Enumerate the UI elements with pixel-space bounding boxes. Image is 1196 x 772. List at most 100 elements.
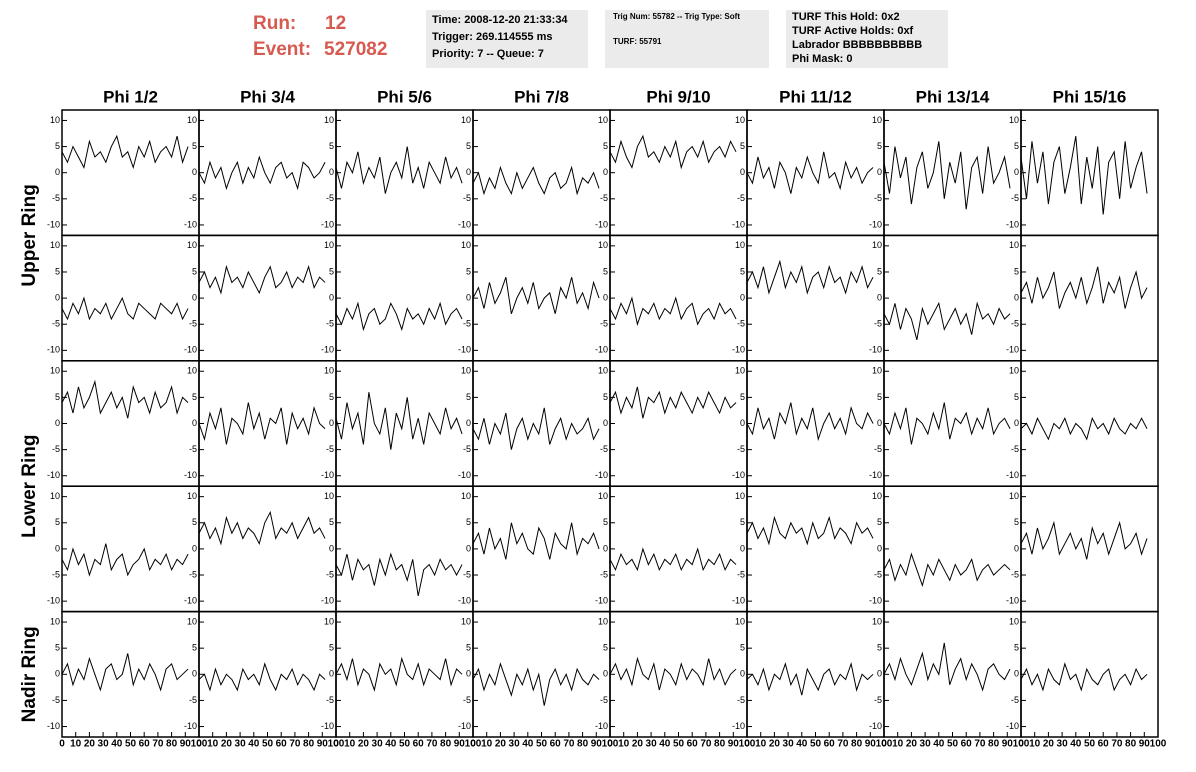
waveform [61, 543, 189, 577]
y-tick-label: 10 [461, 491, 471, 501]
waveform [746, 151, 874, 194]
x-tick-label: 40 [248, 739, 260, 750]
y-tick-label: 10 [1009, 240, 1019, 250]
ring-label: Upper Ring [19, 184, 40, 286]
y-tick-label: 10 [50, 366, 60, 376]
x-tick-label: 30 [783, 739, 795, 750]
panel-frame [609, 234, 748, 362]
y-tick-label: 0 [55, 167, 60, 177]
y-tick-label: 0 [603, 418, 608, 428]
waveform [198, 402, 326, 445]
y-tick-label: 0 [1014, 543, 1019, 553]
x-tick-label: 70 [289, 739, 301, 750]
y-tick-label: 10 [598, 240, 608, 250]
panel-frame [609, 360, 748, 487]
x-tick-label: 10 [618, 739, 630, 750]
x-tick-label: 100 [191, 739, 208, 750]
waveform [883, 552, 1011, 588]
y-tick-label: -10 [595, 596, 608, 606]
y-tick-label: -5 [52, 569, 60, 579]
x-tick-label: 40 [385, 739, 397, 750]
x-tick-label: 40 [933, 739, 945, 750]
y-tick-label: -10 [595, 721, 608, 731]
y-tick-label: 10 [872, 115, 882, 125]
y-tick-label: 5 [192, 266, 197, 276]
y-tick-label: -10 [321, 596, 334, 606]
y-tick-label: -5 [1011, 319, 1019, 329]
x-tick-label: 20 [358, 739, 370, 750]
y-tick-label: 10 [598, 366, 608, 376]
y-tick-label: -5 [600, 193, 608, 203]
panel-frame [335, 610, 474, 738]
y-tick-label: 5 [1014, 141, 1019, 151]
y-tick-label: 0 [877, 167, 882, 177]
x-tick-label: 70 [426, 739, 438, 750]
waveform [883, 642, 1011, 692]
waveform [472, 277, 600, 314]
x-tick-label: 50 [125, 739, 137, 750]
y-tick-label: -5 [737, 193, 745, 203]
phi-label: Phi 7/8 [514, 87, 569, 106]
panel-frame [746, 485, 885, 613]
y-tick-label: 0 [877, 292, 882, 302]
waveform [1020, 136, 1148, 215]
x-tick-label: 30 [235, 739, 247, 750]
x-tick-label: 80 [714, 739, 726, 750]
waveform [61, 134, 189, 170]
y-tick-label: 0 [1014, 669, 1019, 679]
y-tick-label: -10 [184, 721, 197, 731]
x-tick-label: 80 [851, 739, 863, 750]
y-tick-label: 10 [461, 115, 471, 125]
phi-label: Phi 13/14 [916, 87, 990, 106]
x-tick-label: 80 [577, 739, 589, 750]
y-tick-label: 0 [55, 292, 60, 302]
ring-label: Nadir Ring [19, 626, 40, 722]
y-tick-label: 10 [324, 115, 334, 125]
phi-label: Phi 3/4 [240, 87, 295, 106]
waveform [61, 653, 189, 692]
y-tick-label: 0 [466, 669, 471, 679]
x-tick-label: 20 [221, 739, 233, 750]
y-tick-label: 5 [55, 517, 60, 527]
y-tick-label: 10 [872, 616, 882, 626]
x-tick-label: 0 [333, 739, 339, 750]
y-tick-label: 5 [603, 643, 608, 653]
x-tick-label: 0 [1018, 739, 1024, 750]
info-text: TURF Active Holds: 0xf [792, 25, 914, 37]
panel-frame [883, 485, 1022, 613]
y-tick-label: -5 [874, 444, 882, 454]
waveform [609, 296, 737, 327]
x-tick-label: 10 [755, 739, 767, 750]
y-tick-label: 5 [1014, 517, 1019, 527]
y-tick-label: -10 [732, 721, 745, 731]
y-tick-label: -5 [874, 695, 882, 705]
panel-frame [198, 234, 337, 362]
y-tick-label: 5 [740, 266, 745, 276]
y-tick-label: 5 [329, 392, 334, 402]
y-tick-label: 10 [872, 240, 882, 250]
waveform [335, 146, 463, 194]
panel-frame [609, 485, 748, 613]
x-tick-label: 70 [563, 739, 575, 750]
x-tick-label: 90 [454, 739, 466, 750]
waveform [335, 656, 463, 692]
waveform [61, 296, 189, 321]
y-tick-label: 5 [466, 517, 471, 527]
x-tick-label: 100 [465, 739, 482, 750]
y-tick-label: 0 [329, 292, 334, 302]
y-tick-label: 5 [877, 643, 882, 653]
y-tick-label: 10 [187, 115, 197, 125]
y-tick-label: 5 [1014, 392, 1019, 402]
y-tick-label: -10 [732, 470, 745, 480]
y-tick-label: -5 [1011, 569, 1019, 579]
x-tick-label: 10 [481, 739, 493, 750]
x-tick-label: 90 [317, 739, 329, 750]
y-tick-label: 5 [740, 141, 745, 151]
x-tick-label: 90 [728, 739, 740, 750]
y-tick-label: -10 [732, 345, 745, 355]
info-text: Phi Mask: 0 [792, 53, 853, 65]
y-tick-label: -5 [326, 444, 334, 454]
y-tick-label: -10 [321, 345, 334, 355]
panel-frame [61, 485, 200, 613]
y-tick-label: -10 [595, 219, 608, 229]
